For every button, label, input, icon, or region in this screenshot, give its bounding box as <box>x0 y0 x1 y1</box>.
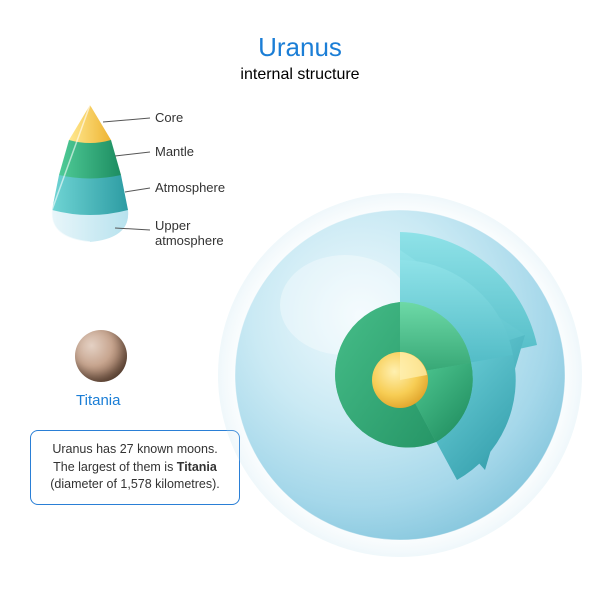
legend-label-upper-atmosphere: Upper atmosphere <box>155 218 224 248</box>
planet-cutaway <box>215 190 585 560</box>
fact-box: Uranus has 27 known moons. The largest o… <box>30 430 240 505</box>
legend-label-mantle: Mantle <box>155 144 194 159</box>
page-title: Uranus <box>258 32 342 63</box>
fact-line2-bold: Titania <box>177 460 217 474</box>
fact-line1: Uranus has 27 known moons. <box>52 442 217 456</box>
fact-line2-pre: The largest of them is <box>53 460 177 474</box>
fact-line3: (diameter of 1,578 kilometres). <box>50 477 220 491</box>
moon-label: Titania <box>76 392 120 409</box>
legend-label-core: Core <box>155 110 183 125</box>
page-subtitle: internal structure <box>240 66 359 84</box>
moon-titania <box>75 330 127 382</box>
